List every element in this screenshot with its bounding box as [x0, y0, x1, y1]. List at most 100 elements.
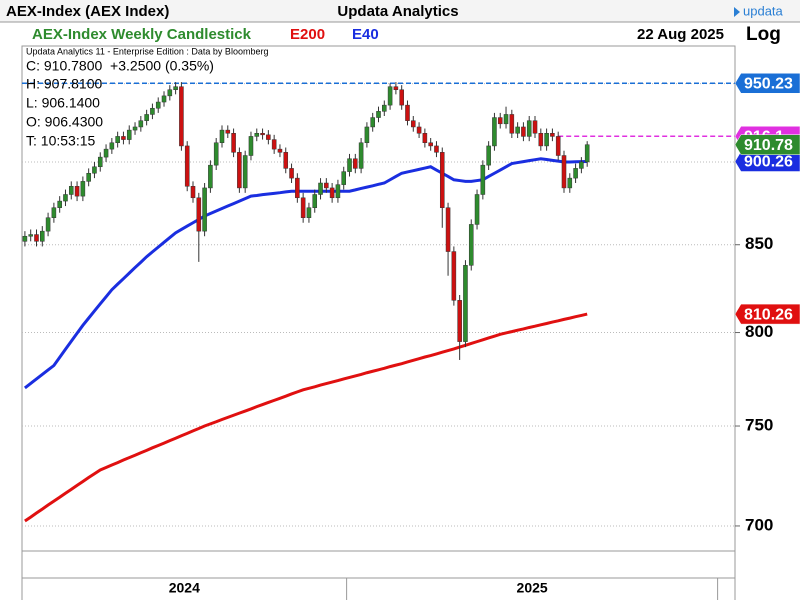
candle-body — [289, 168, 294, 179]
candle-body — [34, 234, 39, 242]
scale-label: Log — [746, 24, 781, 45]
candle-body — [196, 197, 202, 232]
candle-body — [144, 114, 149, 121]
candle-body — [318, 182, 323, 195]
candle-body — [184, 145, 190, 187]
candle-body — [92, 166, 97, 174]
candle-body — [22, 235, 28, 242]
candle-body — [521, 126, 526, 137]
candle-body — [300, 197, 306, 218]
candle-body — [57, 200, 62, 208]
candle-body — [329, 187, 335, 199]
info-text: Updata Analytics 11 - Enterprise Edition… — [26, 46, 268, 56]
header-bar — [0, 0, 800, 22]
candle-body — [335, 184, 341, 199]
info-text: C: 910.7800 +3.2500 (0.35%) — [26, 58, 214, 74]
candle-body — [324, 182, 329, 189]
candle-body — [503, 114, 509, 125]
candle-body — [428, 142, 433, 147]
legend-entry: E200 — [290, 26, 325, 43]
candle-body — [387, 86, 393, 106]
candle-body — [399, 89, 404, 106]
candle-body — [573, 168, 578, 179]
candle-body — [341, 171, 346, 185]
candle-body — [474, 194, 480, 225]
candle-body — [68, 186, 74, 195]
candle-body — [451, 251, 457, 301]
year-label: 2024 — [169, 580, 200, 596]
candle-body — [382, 104, 387, 112]
candle-body — [555, 136, 561, 156]
candle-body — [173, 86, 178, 90]
candle-body — [190, 186, 196, 199]
candle-body — [109, 142, 115, 150]
candle-body — [353, 158, 358, 169]
candle-body — [103, 148, 109, 158]
candle-body — [486, 145, 491, 166]
candle-body — [434, 145, 439, 153]
candle-body — [544, 133, 549, 147]
candle-body — [480, 164, 486, 195]
candle-body — [260, 133, 265, 136]
candle-body — [561, 155, 567, 189]
candle-body — [254, 133, 260, 137]
candle-body — [497, 117, 503, 125]
candle-body — [370, 117, 375, 128]
candle-body — [468, 224, 474, 266]
candle-body — [439, 152, 445, 208]
candle-body — [445, 207, 451, 252]
candle-body — [364, 126, 370, 144]
brand-icon — [734, 7, 740, 17]
y-tick-label: 700 — [745, 515, 773, 534]
info-text: L: 906.1400 — [26, 95, 100, 111]
candle-body — [202, 187, 207, 232]
candle-body — [126, 129, 132, 140]
candle-body — [405, 104, 410, 121]
candle-body — [266, 134, 271, 140]
candle-body — [132, 126, 138, 131]
y-tick-label: 850 — [745, 234, 773, 253]
candle-body — [237, 152, 242, 189]
y-tick-label: 750 — [745, 416, 773, 435]
value-box — [734, 134, 800, 155]
candle-body — [347, 158, 352, 172]
candle-body — [295, 177, 300, 199]
candle-body — [28, 234, 33, 237]
year-label: 2025 — [517, 580, 548, 596]
candle-body — [538, 133, 544, 147]
value-box — [734, 73, 800, 94]
candle-body — [121, 136, 126, 140]
value-box-label: 910.78 — [744, 137, 793, 154]
ema-line — [24, 312, 588, 523]
header: Updata Analytics — [337, 3, 458, 20]
candle-body — [579, 161, 584, 169]
info-text: O: 906.4300 — [26, 114, 103, 130]
candle-body — [161, 95, 167, 103]
candle-body — [40, 230, 45, 242]
info-text: H: 907.8100 — [26, 76, 102, 92]
candle-body — [509, 114, 515, 134]
candle-body — [80, 181, 86, 197]
value-box-label: 900.26 — [744, 154, 793, 171]
candle-body — [283, 152, 289, 169]
candle-body — [550, 133, 555, 137]
candle-body — [213, 142, 219, 166]
candle-body — [271, 139, 277, 150]
candle-body — [422, 133, 428, 144]
value-box — [734, 303, 800, 325]
ema-line — [23, 157, 588, 390]
candle-body — [463, 265, 468, 342]
candle-body — [526, 120, 532, 137]
candle-body — [45, 217, 51, 232]
candle-body — [115, 136, 120, 144]
candle-body — [208, 164, 213, 189]
candle-body — [567, 177, 573, 189]
candle-body — [225, 129, 231, 134]
candle-body — [63, 194, 68, 202]
candle-body — [416, 126, 422, 134]
candle-body — [150, 107, 155, 115]
candle-body — [51, 207, 57, 218]
candle-body — [306, 207, 312, 218]
brand: updata — [743, 3, 784, 18]
